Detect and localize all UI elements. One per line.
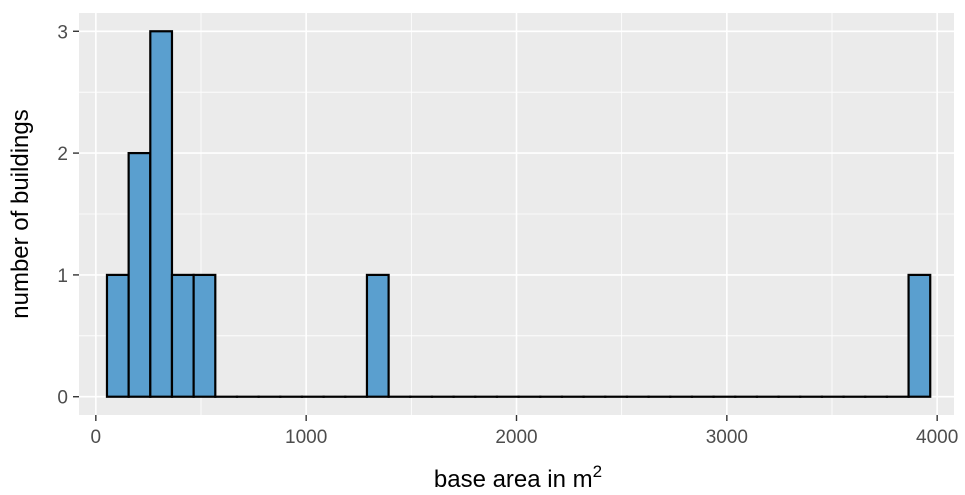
y-tick-label: 3 — [57, 22, 68, 43]
histogram-bar — [127, 151, 152, 398]
histogram-bars — [105, 30, 932, 398]
y-tick-label: 2 — [57, 144, 68, 165]
y-tick-label: 0 — [57, 388, 68, 409]
x-axis-title-superscript: 2 — [593, 462, 602, 481]
x-tick-label: 1000 — [285, 427, 327, 448]
y-tick-label: 1 — [57, 266, 68, 287]
x-tick-label: 4000 — [916, 427, 958, 448]
histogram-bar — [105, 273, 130, 398]
x-axis-title: base area in m2 — [434, 462, 602, 493]
histogram-bar — [149, 30, 174, 398]
histogram-bar — [365, 273, 390, 398]
x-tick-label: 2000 — [495, 427, 537, 448]
x-tick-label: 3000 — [706, 427, 748, 448]
major-gridlines — [79, 13, 954, 415]
histogram-bar — [192, 273, 217, 398]
x-tick-label: 0 — [91, 427, 102, 448]
histogram-bar — [907, 273, 932, 398]
y-axis-title: number of buildings — [7, 109, 34, 318]
x-axis: 0 1000 2000 3000 4000 — [91, 415, 958, 448]
y-axis: 0 1 2 3 — [57, 22, 79, 409]
histogram-bar — [170, 273, 195, 398]
